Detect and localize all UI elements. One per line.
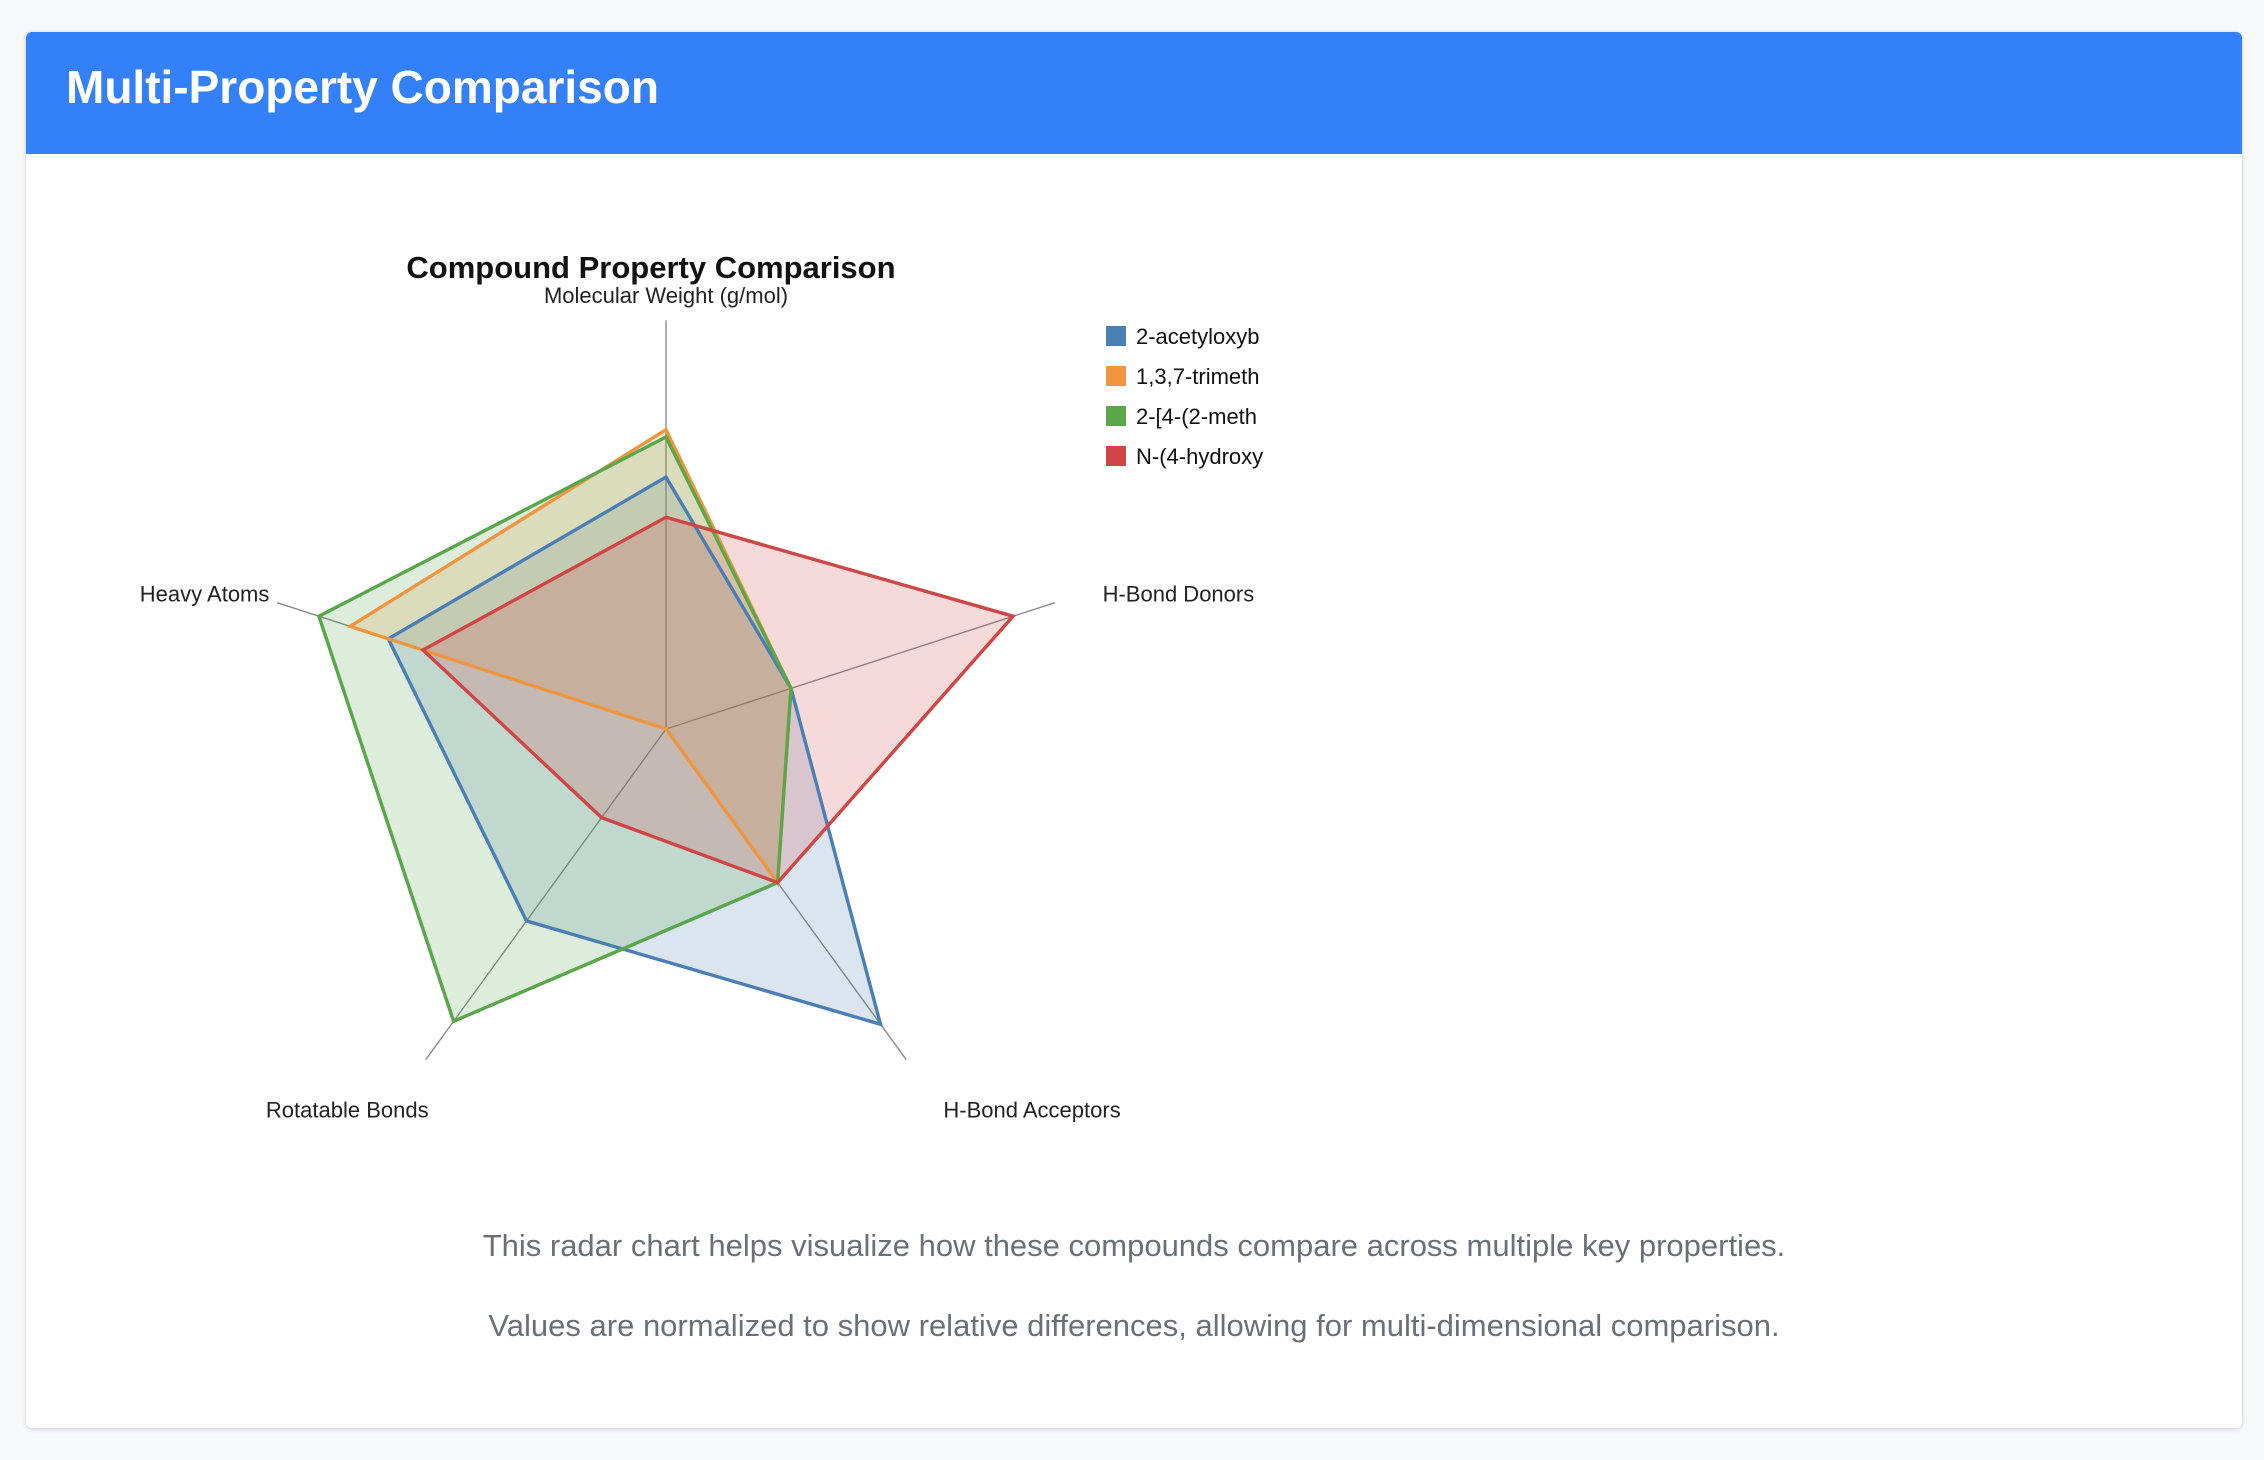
axis-label: H-Bond Acceptors (943, 1097, 1120, 1122)
legend-swatch (1106, 326, 1126, 346)
radar-series (316, 427, 1017, 1027)
page-title: Multi-Property Comparison (66, 61, 659, 113)
chart-note-2: Values are normalized to show relative d… (488, 1308, 1780, 1343)
legend-label: 2-acetyloxyb (1136, 324, 1260, 349)
series-line (316, 434, 793, 1024)
chart-legend: 2-acetyloxyb 1,3,7-trimeth 2-[4-(2-meth N-(… (1106, 324, 1263, 469)
radar-axis-labels: Molecular Weight (g/mol) H-Bond Donors H-B… (140, 283, 1254, 1122)
legend-swatch (1106, 446, 1126, 466)
series-area (318, 437, 791, 1022)
chart-title: Compound Property Comparison (406, 250, 895, 285)
series-line (386, 474, 883, 1027)
legend-swatch (1106, 366, 1126, 386)
legend-label: 1,3,7-trimeth (1136, 364, 1260, 389)
legend-label: N-(4-hydroxy (1136, 444, 1263, 469)
radar-chart: Compound Property Comparison Molecular W… (140, 250, 1263, 1122)
axis-line (665, 602, 1056, 730)
chart-note-1: This radar chart helps visualize how the… (482, 1228, 1786, 1263)
card-header: Multi-Property Comparison (26, 32, 2242, 154)
axis-label: H-Bond Donors (1103, 582, 1255, 607)
axis-line (425, 728, 667, 1061)
series-line (420, 515, 1017, 885)
series-area (423, 517, 1014, 883)
series-area (350, 429, 791, 883)
legend-label: 2-[4-(2-meth (1136, 404, 1257, 429)
axis-label: Heavy Atoms (140, 582, 270, 607)
axis-label: Rotatable Bonds (266, 1097, 429, 1122)
legend-swatch (1106, 406, 1126, 426)
axis-label: Molecular Weight (g/mol) (544, 283, 788, 308)
chart-card: Multi-Property Comparison Compound Prope… (26, 32, 2242, 1428)
